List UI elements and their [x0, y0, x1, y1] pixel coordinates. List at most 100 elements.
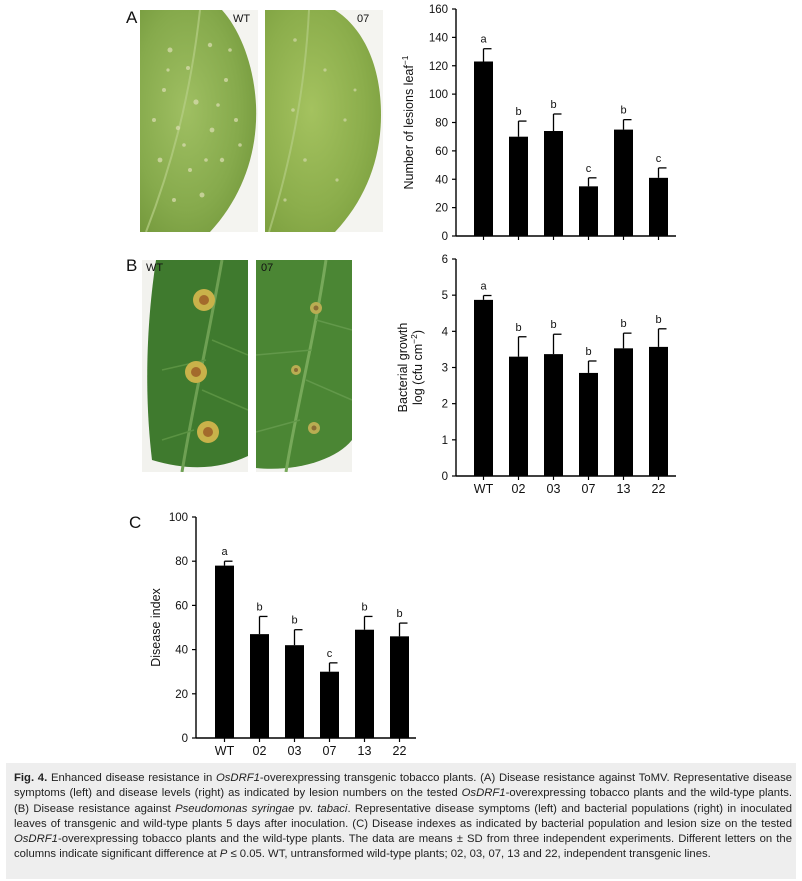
caption-text-4: pv. [294, 802, 318, 815]
chart-b-y-tick-label: 5 [442, 290, 448, 302]
caption-fig-label: Fig. 4. [14, 772, 48, 784]
chart-b-bar [579, 372, 598, 476]
chart-a-significance-letter: b [620, 105, 626, 117]
chart-b-bar [474, 299, 493, 476]
chart-c-x-tick-label: 02 [253, 744, 267, 758]
chart-a-y-tick-label: 120 [429, 61, 448, 73]
leaf-label-b-wt: WT [146, 262, 164, 274]
panel-letter-c: C [129, 513, 142, 532]
leaf-image-a-wt [140, 10, 258, 232]
chart-b-significance-letter: b [550, 319, 556, 331]
chart-c-bar [320, 671, 339, 738]
chart-b-bar [544, 354, 563, 476]
chart-c-x-tick-label: 22 [393, 744, 407, 758]
chart-a-y-tick-label: 140 [429, 32, 448, 44]
chart-c-bar [215, 565, 234, 738]
chart-c-bar [285, 645, 304, 738]
chart-a-bar [579, 186, 598, 236]
chart-b-bar [614, 348, 633, 476]
chart-a-y-tick-label: 100 [429, 89, 448, 101]
panel-letter-b: B [126, 256, 138, 275]
chart-a-bar [509, 136, 528, 236]
chart-b-y-axis-label-end: ) [411, 330, 425, 334]
caption-text-3: -overexpressing tobacco plants and the w… [14, 787, 792, 815]
chart-a-bar [544, 131, 563, 236]
chart-c-x-tick-label: 07 [323, 744, 337, 758]
caption-p-symbol: P [219, 848, 228, 861]
chart-b-y-tick-label: 6 [442, 254, 448, 266]
chart-c-significance-letter: c [327, 648, 333, 660]
chart-b-significance-letter: a [480, 281, 487, 293]
leaf-photo-b-wt [142, 260, 248, 472]
chart-b-y-tick-label: 2 [442, 399, 448, 411]
leaf-label-b-07: 07 [261, 262, 274, 274]
chart-a-significance-letter: c [586, 163, 592, 175]
chart-c-significance-letter: a [221, 546, 228, 558]
caption-gene-3: OsDRF1 [14, 833, 58, 846]
caption-species: Pseudomonas syringae [175, 802, 295, 815]
leaf-label-a-07: 07 [357, 13, 370, 25]
caption-text-7: ≤ 0.05. WT, untransformed wild-type plan… [227, 848, 711, 861]
chart-b-significance-letter: b [655, 314, 661, 326]
chart-c-y-tick-label: 20 [175, 689, 188, 701]
chart-b-bar [649, 346, 668, 476]
leaf-photo-a-wt [140, 10, 258, 232]
chart-a-bar [649, 177, 668, 236]
chart-c-significance-letter: b [291, 615, 297, 627]
chart-b-x-tick-label: WT [474, 482, 494, 496]
chart-a-y-tick-label: 80 [435, 118, 448, 130]
chart-a-y-tick-label: 0 [442, 231, 448, 243]
chart-a-significance-letter: c [656, 153, 662, 165]
caption-gene-2: OsDRF1 [461, 787, 506, 800]
chart-c-bar [355, 629, 374, 738]
chart-c-y-tick-label: 40 [175, 645, 188, 657]
chart-a-significance-letter: b [515, 106, 521, 118]
caption-pathovar: tabaci [317, 802, 348, 815]
chart-b-y-tick-label: 1 [442, 435, 448, 447]
chart-c-bar [250, 634, 269, 738]
chart-c-x-tick-label: 13 [358, 744, 372, 758]
caption-background [6, 763, 796, 879]
chart-b-y-tick-label: 0 [442, 471, 448, 483]
chart-c-x-tick-label: 03 [288, 744, 302, 758]
chart-b-x-tick-label: 02 [512, 482, 526, 496]
chart-c-bar [390, 636, 409, 738]
leaf-label-a-wt: WT [233, 13, 251, 25]
chart-b-significance-letter: b [515, 322, 521, 334]
chart-b-bar [509, 356, 528, 476]
caption-gene-1: OsDRF1 [215, 772, 260, 784]
chart-c-x-tick-label: WT [215, 744, 235, 758]
chart-b-x-tick-label: 03 [547, 482, 561, 496]
chart-a-bar [474, 61, 493, 237]
panel-letter-a: A [126, 8, 138, 27]
leaf-photo-b-07 [256, 260, 352, 472]
leaf-image-a-07 [265, 10, 383, 232]
caption-text-1: Enhanced disease resistance in [47, 772, 216, 784]
chart-b-x-tick-label: 13 [617, 482, 631, 496]
chart-c-significance-letter: b [256, 601, 262, 613]
chart-c-y-tick-label: 80 [175, 556, 188, 568]
chart-a-y-axis-label: Number of lesions leaf−1 [400, 55, 416, 189]
chart-a-y-tick-label: 160 [429, 4, 448, 16]
chart-b-y-tick-label: 4 [442, 326, 449, 338]
chart-c-y-tick-label: 0 [182, 733, 188, 745]
chart-a-y-axis-label-sup: −1 [400, 55, 410, 65]
leaf-image-b-07 [256, 260, 352, 472]
chart-b-x-tick-label: 07 [582, 482, 596, 496]
chart-b-significance-letter: b [585, 346, 591, 358]
chart-b-x-tick-label: 22 [652, 482, 666, 496]
leaf-photo-a-07 [265, 10, 383, 232]
chart-b-significance-letter: b [620, 318, 626, 330]
caption-text-5: . Representative disease symptoms (left)… [14, 802, 793, 830]
caption-text-6: -overexpressing tobacco plants and the w… [14, 833, 792, 861]
chart-b-y-axis-label-sup: −2 [409, 334, 419, 344]
leaf-image-b-wt [142, 260, 248, 472]
chart-a-bar [614, 129, 633, 236]
chart-b-y-axis-label-line2: log (cfu cm−2) [409, 330, 425, 405]
chart-c-y-axis-label: Disease index [149, 587, 163, 666]
chart-a-significance-letter: a [480, 34, 487, 46]
chart-a-y-tick-label: 60 [435, 146, 448, 158]
chart-b-y-axis-label-line1: Bacterial growth [396, 323, 410, 413]
chart-b-y-tick-label: 3 [442, 363, 448, 375]
figure-caption: Fig. 4. Enhanced disease resistance in O… [14, 771, 792, 863]
